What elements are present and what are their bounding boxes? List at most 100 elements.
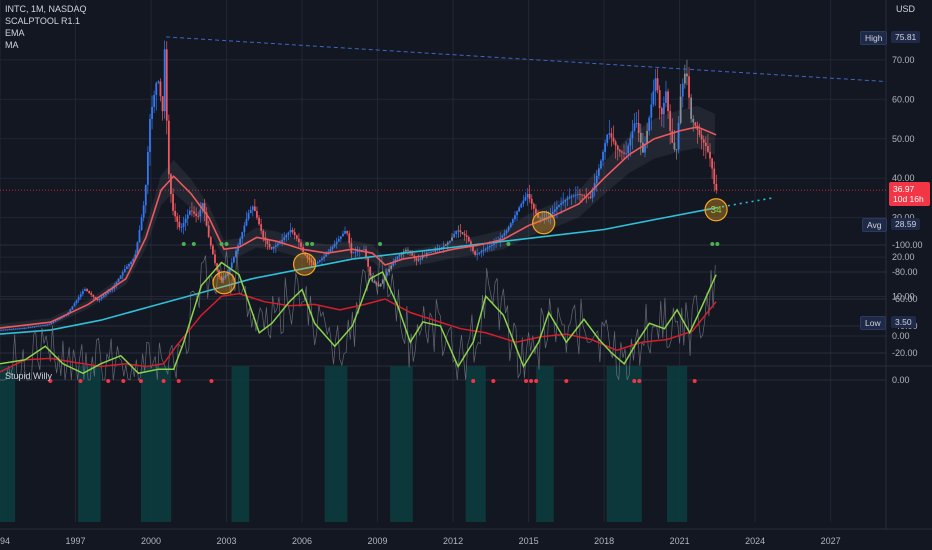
signal-dot-top — [106, 379, 111, 383]
signal-dot-bottom — [378, 242, 383, 246]
candle-body — [274, 245, 277, 247]
candle-body — [165, 49, 168, 121]
candle-body — [8, 329, 11, 331]
candle-body — [564, 199, 567, 202]
signal-dot-bottom — [710, 242, 715, 246]
candle-body — [142, 205, 145, 218]
candle-body — [604, 143, 607, 152]
candle-body — [398, 254, 401, 257]
candle-body — [453, 234, 456, 238]
signal-dot-bottom — [506, 242, 511, 246]
candle-body — [155, 82, 158, 95]
candle-body — [167, 120, 170, 175]
candle-body — [214, 254, 216, 264]
candle-body — [396, 256, 399, 260]
time-axis[interactable]: 1994 1997 2000 2003 2006 2009 2012 2015 2018 2021… — [0, 536, 841, 546]
candle-body — [56, 319, 59, 321]
candle-body — [574, 194, 577, 196]
annotations: 34 — [212, 198, 728, 295]
candle-body — [656, 78, 659, 91]
support-touch-circle — [292, 252, 317, 276]
candle-body — [182, 222, 185, 228]
candle-body — [449, 240, 451, 243]
candle-body — [193, 211, 195, 214]
indicator-ema[interactable]: EMA — [5, 28, 25, 38]
oscillator-lines — [0, 242, 720, 383]
candle-body — [321, 258, 323, 261]
oscillator-zone — [324, 366, 348, 522]
candle-body — [316, 261, 319, 264]
oscillator-zone — [606, 366, 642, 522]
candle-body — [646, 130, 648, 145]
candle-body — [369, 266, 372, 276]
candle-body — [570, 196, 573, 198]
signal-dot-top — [209, 379, 214, 383]
signal-dot-top — [637, 379, 642, 383]
indicator-ma[interactable]: MA — [5, 40, 19, 50]
candle-body — [260, 224, 263, 231]
candle-body — [151, 106, 153, 120]
candle-body — [694, 122, 697, 126]
time-tick-label: 2021 — [670, 536, 690, 546]
candle-body — [88, 291, 91, 293]
oscillator-fast-line — [0, 261, 717, 375]
candle-body — [637, 122, 640, 133]
symbol-legend[interactable]: INTC, 1M, NASDAQ SCALPTOOL R1.1 EMA MA — [5, 3, 87, 51]
candle-body — [272, 246, 275, 249]
symbol-title[interactable]: INTC, 1M, NASDAQ — [5, 4, 87, 14]
candle-body — [222, 277, 225, 280]
candle-body — [323, 256, 325, 259]
candle-body — [484, 248, 487, 250]
candle-body — [46, 324, 49, 326]
candle-body — [572, 195, 575, 197]
candle-body — [201, 203, 204, 210]
candle-body — [6, 329, 9, 331]
candle-body — [71, 306, 74, 310]
candle-body — [4, 329, 7, 331]
candle-body — [665, 91, 667, 103]
subpane-legend[interactable]: Stupid Willy — [5, 370, 52, 382]
candle-body — [463, 233, 466, 236]
candle-body — [679, 96, 682, 123]
candle-body — [184, 218, 187, 223]
price-axis[interactable]: 0.00 10.00 20.00 30.00 40.00 50.00 60.00 70.00 — [892, 55, 915, 341]
currency-label: USD — [896, 4, 916, 14]
candle-body — [631, 130, 634, 139]
candle-body — [371, 275, 374, 282]
signal-dot-bottom — [191, 242, 196, 246]
candle-body — [669, 111, 672, 131]
low-marker-value: 3.50 — [891, 316, 916, 328]
price-tick-label: 0.00 — [892, 331, 910, 341]
candle-body — [568, 197, 571, 199]
indicator-scalptool[interactable]: SCALPTOOL R1.1 — [5, 16, 81, 26]
candle-body — [629, 138, 632, 146]
signal-dot-top — [491, 379, 496, 383]
price-tick-label: 10.00 — [892, 292, 915, 302]
candle-body — [153, 94, 156, 107]
candle-body — [115, 282, 118, 286]
time-tick-label: 1997 — [65, 536, 85, 546]
candle-body — [625, 153, 628, 154]
signal-dot-bottom — [219, 242, 224, 246]
candle-body — [60, 317, 63, 319]
signal-dot-top — [176, 379, 181, 383]
candle-body — [356, 251, 359, 252]
oscillator-zone — [78, 366, 101, 522]
signal-dot-top — [78, 379, 83, 383]
candle-body — [209, 236, 212, 246]
candle-body — [524, 197, 527, 201]
price-tick-label: 30.00 — [892, 213, 915, 223]
candle-body — [287, 232, 290, 235]
candle-body — [12, 328, 15, 330]
candle-body — [344, 231, 346, 234]
candle-body — [297, 238, 300, 243]
subpane-title[interactable]: Stupid Willy — [5, 371, 53, 381]
candle-body — [667, 91, 669, 112]
candle-body — [404, 249, 407, 252]
candle-body — [514, 215, 516, 220]
candle-body — [490, 244, 493, 247]
candle-body — [486, 247, 489, 249]
support-touch-circle — [532, 211, 556, 235]
candle-body — [650, 104, 653, 118]
